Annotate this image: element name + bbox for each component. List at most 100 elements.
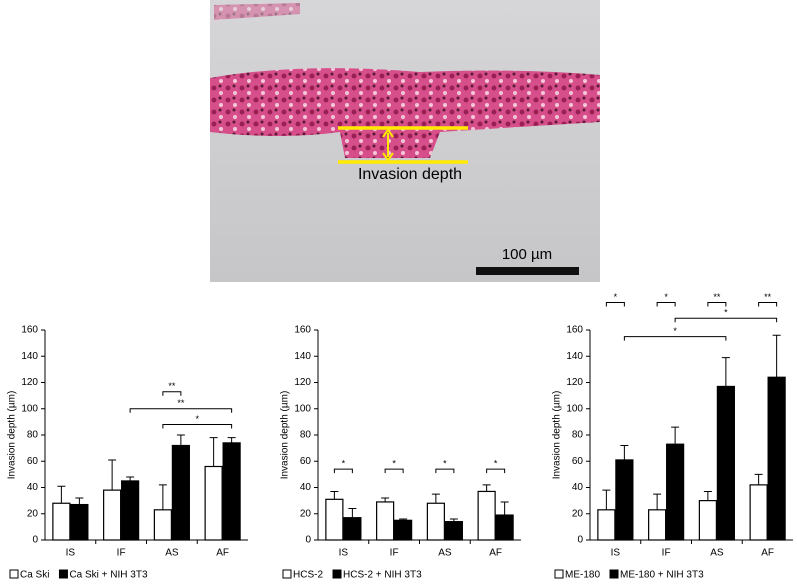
y-tick-label: 40: [27, 482, 39, 493]
significance-label: *: [673, 326, 677, 336]
cell-layer: [210, 68, 600, 158]
bar: [477, 490, 496, 541]
y-tick-label: 0: [305, 535, 311, 546]
legend-swatch: [58, 569, 68, 579]
error-bar: [671, 426, 680, 445]
error-bar: [330, 490, 339, 500]
scale-bar: [476, 267, 579, 275]
significance-bracket: [486, 468, 506, 474]
error-bar: [57, 485, 66, 504]
depth-arrowheads: [382, 128, 394, 162]
bar: [698, 500, 717, 541]
bar: [153, 509, 172, 541]
x-tick-label: AF: [761, 548, 774, 559]
x-tick-label: AS: [710, 548, 724, 559]
significance-label: **: [764, 292, 772, 302]
y-tick-label: 60: [572, 456, 584, 467]
significance-bracket: [129, 408, 233, 413]
bar: [325, 498, 344, 541]
legend-swatch: [9, 569, 19, 579]
y-tick-label: 140: [21, 351, 38, 362]
significance-label: **: [168, 381, 176, 391]
legend-label: HCS-2 + NIH 3T3: [343, 570, 422, 581]
x-tick-label: IS: [66, 548, 76, 559]
legend-swatch: [609, 569, 619, 579]
x-tick-label: IS: [339, 548, 349, 559]
x-tick-label: IF: [390, 548, 399, 559]
error-bar: [431, 493, 440, 504]
legend-label: Ca Ski + NIH 3T3: [69, 570, 148, 581]
error-bar: [126, 476, 135, 481]
legend-swatch: [282, 569, 292, 579]
error-bar: [772, 334, 781, 378]
significance-label: **: [713, 292, 721, 302]
y-axis-label: Invasion depth (µm): [7, 391, 18, 480]
bar: [394, 519, 413, 541]
bar: [666, 443, 685, 541]
y-tick-label: 120: [21, 377, 38, 388]
legend-label: HCS-2: [293, 570, 323, 581]
cell-debris: [214, 3, 300, 20]
legend-label: ME-180: [565, 570, 600, 581]
y-tick-label: 20: [572, 508, 584, 519]
error-bar: [620, 445, 629, 460]
y-tick-label: 80: [300, 430, 312, 441]
significance-bracket: [162, 391, 182, 396]
y-tick-label: 60: [27, 456, 39, 467]
bar: [597, 509, 616, 541]
bar: [749, 484, 768, 541]
error-bar: [500, 501, 509, 516]
y-tick-label: 100: [294, 403, 311, 414]
bar: [426, 502, 445, 541]
error-bar: [381, 497, 390, 502]
y-tick-label: 60: [300, 456, 312, 467]
legend-label: ME-180 + NIH 3T3: [620, 570, 704, 581]
significance-label: *: [443, 459, 447, 469]
bar: [52, 502, 71, 541]
significance-bracket: [333, 468, 353, 474]
y-tick-label: 40: [300, 482, 312, 493]
significance-bracket: [674, 317, 778, 323]
x-tick-label: IF: [117, 548, 126, 559]
bar: [103, 489, 122, 541]
y-tick-label: 160: [294, 325, 311, 336]
y-tick-label: 80: [572, 430, 584, 441]
legend-swatch: [554, 569, 564, 579]
error-bar: [449, 518, 458, 522]
significance-bracket: [707, 301, 727, 307]
error-bar: [482, 484, 491, 492]
bar: [343, 517, 362, 541]
y-tick-label: 120: [566, 377, 583, 388]
y-tick-label: 20: [300, 508, 312, 519]
bar: [495, 514, 514, 541]
significance-bracket: [162, 424, 233, 429]
bar: [121, 480, 140, 541]
y-tick-label: 120: [294, 377, 311, 388]
x-tick-label: AS: [438, 548, 452, 559]
significance-bracket: [656, 301, 676, 307]
legend-label: Ca Ski: [20, 570, 49, 581]
significance-label: *: [724, 308, 728, 318]
error-bar: [399, 518, 408, 521]
y-axis-label: Invasion depth (µm): [280, 391, 291, 480]
significance-label: *: [342, 459, 346, 469]
bar: [222, 442, 241, 541]
y-axis-label: Invasion depth (µm): [552, 391, 563, 480]
bar: [716, 385, 735, 541]
y-tick-label: 0: [577, 535, 583, 546]
y-tick-label: 40: [572, 482, 584, 493]
y-tick-label: 80: [27, 430, 39, 441]
error-bar: [108, 459, 117, 491]
bar: [767, 376, 786, 541]
x-tick-label: IF: [662, 548, 671, 559]
bar: [171, 444, 190, 541]
significance-label: *: [664, 292, 668, 302]
y-tick-label: 160: [21, 325, 38, 336]
y-tick-label: 140: [566, 351, 583, 362]
significance-label: *: [195, 414, 199, 424]
error-bar: [158, 484, 167, 510]
significance-bracket: [384, 468, 404, 474]
error-bar: [75, 497, 84, 505]
error-bar: [176, 434, 185, 446]
